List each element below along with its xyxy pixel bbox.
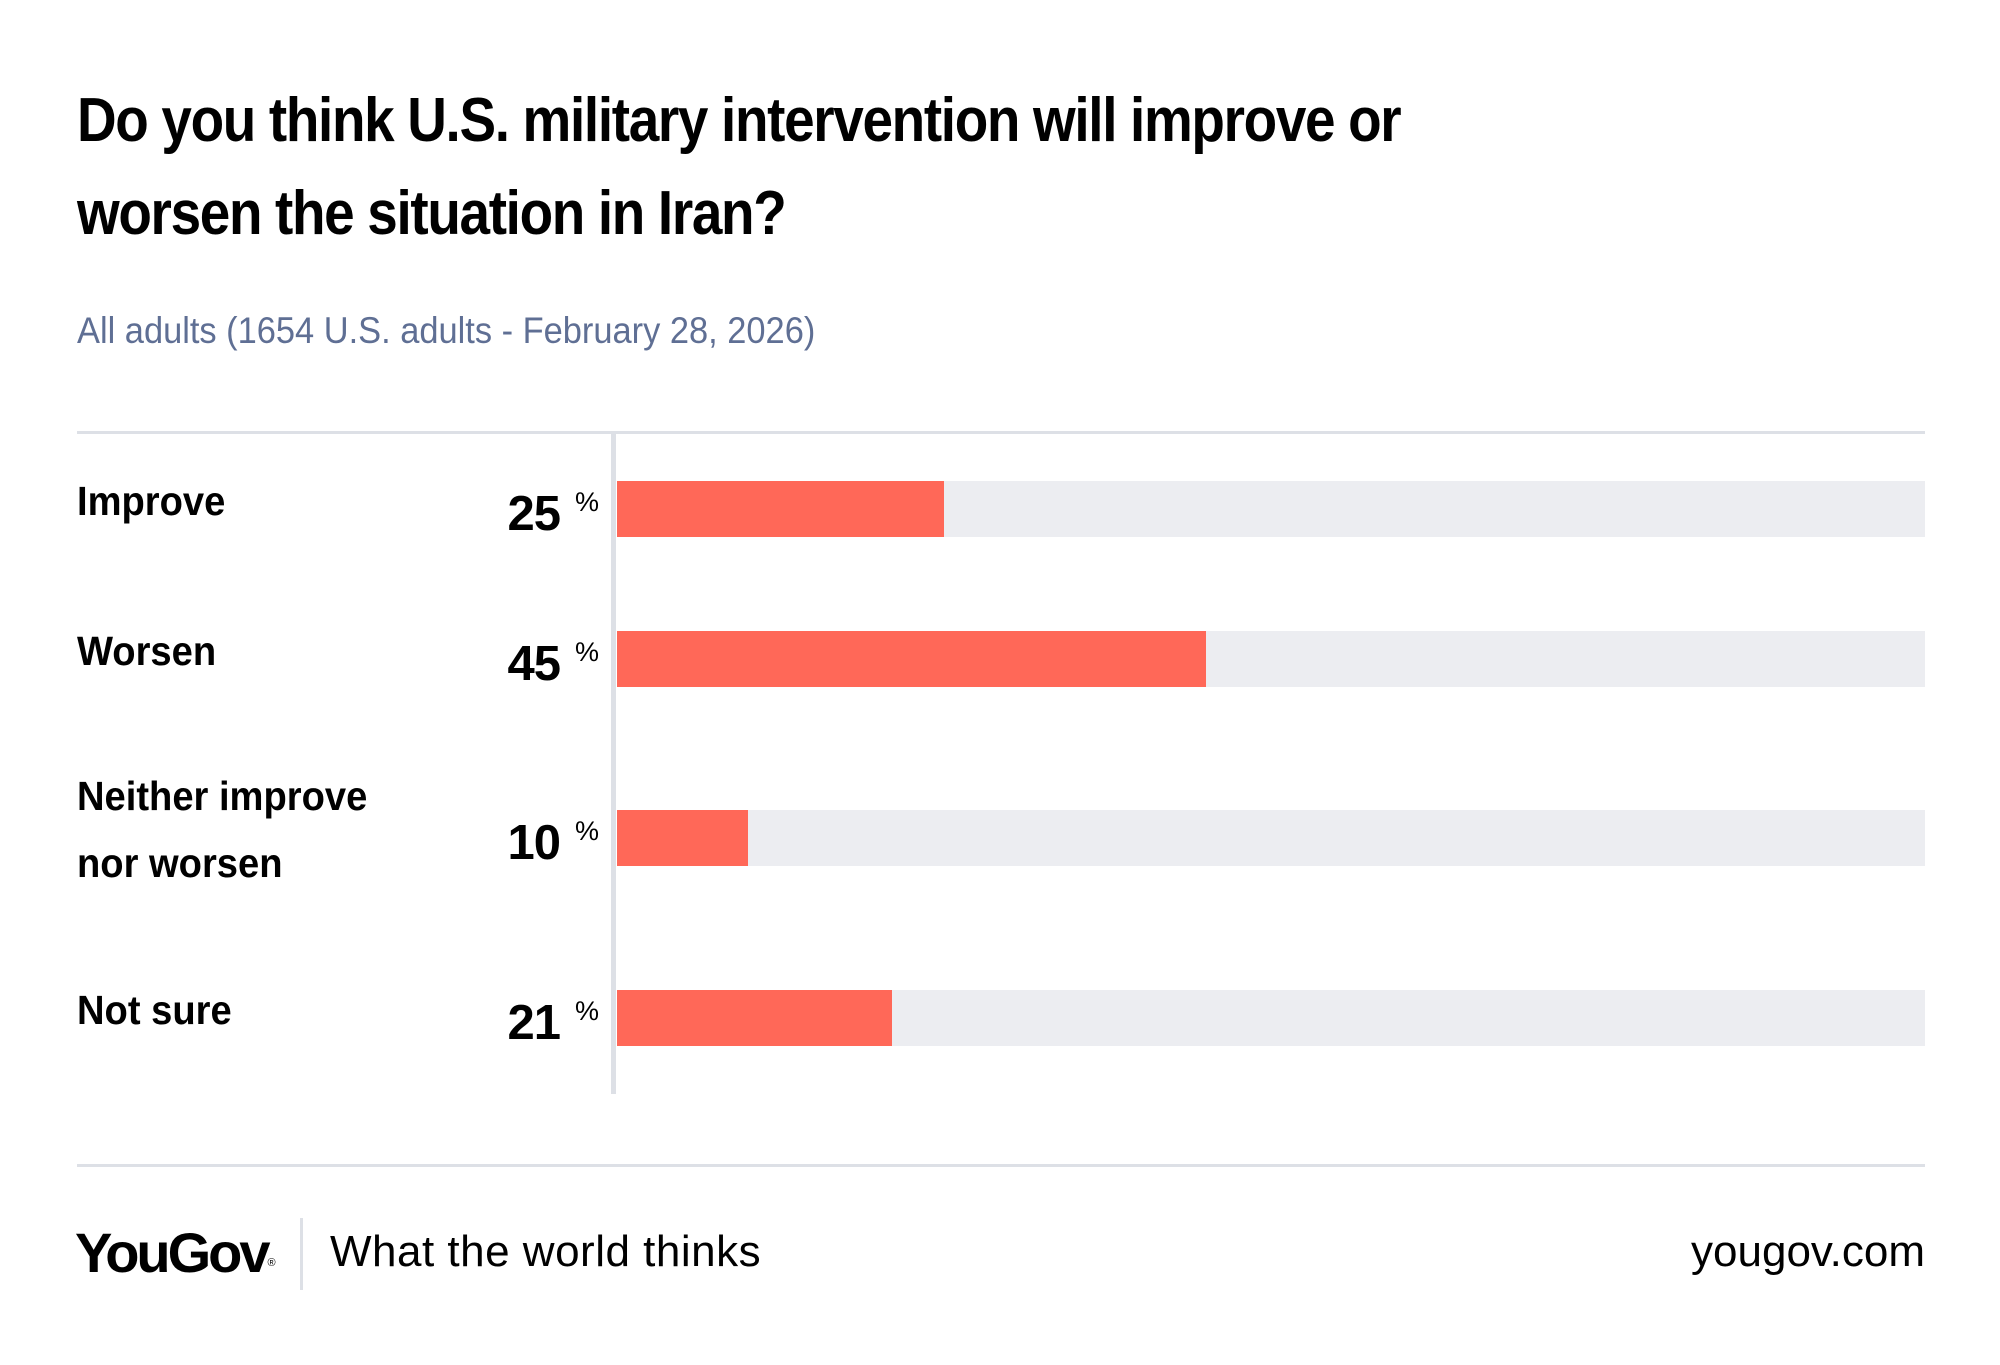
category-label: Not sure: [77, 977, 232, 1044]
value-label: 25: [507, 487, 561, 541]
percent-unit: %: [575, 996, 600, 1026]
percent-unit: %: [575, 487, 600, 517]
value-label: 10: [507, 816, 561, 870]
category-label-line: Neither improve: [77, 773, 368, 819]
top-divider: [77, 431, 1925, 434]
bottom-divider: [77, 1164, 1925, 1167]
bar: [617, 990, 892, 1046]
category-label-line: Not sure: [77, 986, 232, 1033]
percent-unit: %: [575, 816, 600, 846]
category-label-line: Improve: [77, 477, 226, 524]
yougov-logo: YouGov®: [75, 1223, 276, 1283]
footer-separator: [300, 1218, 303, 1290]
y-axis-line: [611, 432, 616, 1094]
value-label: 21: [507, 996, 561, 1050]
bar: [617, 631, 1206, 687]
percent-unit: %: [575, 637, 600, 667]
category-label-line: nor worsen: [77, 840, 283, 886]
value-label: 45: [507, 637, 561, 691]
chart-title-line-1: Do you think U.S. military intervention …: [77, 86, 1402, 155]
category-label: Worsen: [77, 618, 216, 685]
category-label: Neither improve nor worsen: [77, 763, 367, 897]
footer-site-link[interactable]: yougov.com: [1691, 1227, 1925, 1276]
registered-mark-icon: ®: [267, 1257, 276, 1269]
chart-title-line-2: worsen the situation in Iran?: [77, 179, 787, 248]
chart-subtitle: All adults (1654 U.S. adults - February …: [77, 310, 816, 351]
bar: [617, 810, 748, 866]
bar-track: [617, 810, 1925, 866]
bar: [617, 481, 944, 537]
category-label: Improve: [77, 468, 225, 535]
category-label-line: Worsen: [77, 627, 217, 674]
logo-text: YouGov: [75, 1221, 271, 1284]
footer-tagline: What the world thinks: [330, 1227, 762, 1276]
